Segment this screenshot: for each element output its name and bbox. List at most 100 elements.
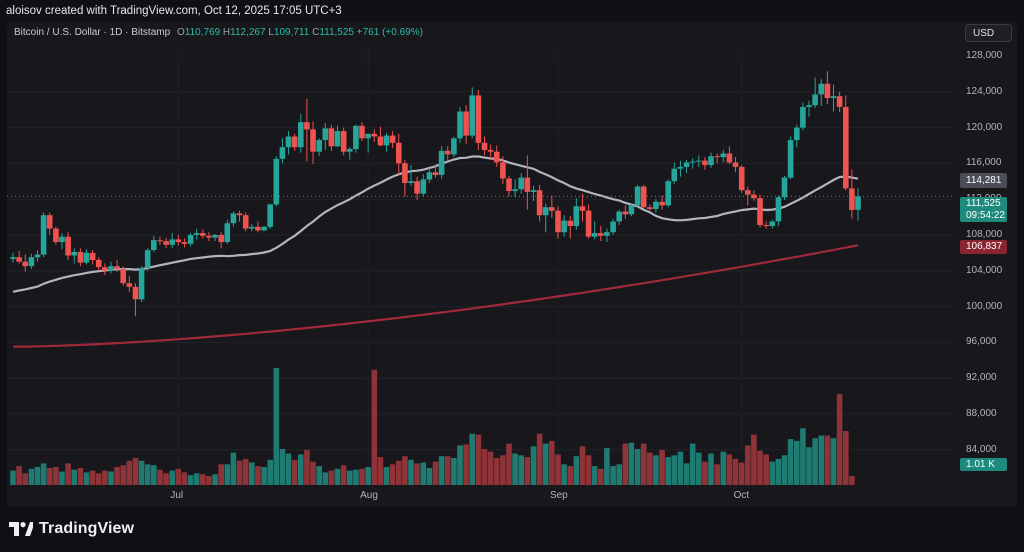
candle-body bbox=[628, 205, 635, 215]
candle-body bbox=[506, 178, 512, 191]
candle-body bbox=[622, 211, 629, 215]
volume-bar bbox=[487, 451, 494, 485]
volume-bar bbox=[22, 473, 28, 485]
candle-body bbox=[787, 140, 794, 178]
volume-bar bbox=[640, 443, 647, 485]
candle-body bbox=[573, 206, 580, 226]
volume-bar bbox=[389, 464, 396, 485]
volume-bar bbox=[340, 465, 347, 485]
volume-bar bbox=[604, 448, 610, 485]
chart-panel[interactable] bbox=[7, 22, 1017, 507]
volume-bar bbox=[634, 449, 641, 485]
volume-bar bbox=[524, 457, 531, 485]
high-value: 112,267 bbox=[230, 27, 266, 38]
candle-body bbox=[218, 234, 224, 243]
candle-body bbox=[236, 213, 243, 216]
candle-body bbox=[108, 266, 114, 271]
volume-bar bbox=[500, 455, 506, 485]
candle-body bbox=[383, 135, 390, 146]
volume-bar bbox=[555, 454, 561, 485]
volume-bar bbox=[481, 449, 488, 485]
volume-bar bbox=[279, 449, 286, 485]
candle-body bbox=[457, 111, 463, 139]
candle-body bbox=[720, 153, 727, 158]
volume-bar bbox=[549, 440, 555, 485]
symbol-name[interactable]: Bitcoin / U.S. Dollar · 1D · Bitstamp bbox=[14, 27, 171, 38]
volume-bar bbox=[653, 455, 659, 485]
close-value: 111,525 bbox=[319, 27, 354, 38]
volume-bar bbox=[169, 470, 175, 485]
volume-bar bbox=[249, 462, 255, 485]
tradingview-brand[interactable]: TradingView bbox=[9, 519, 134, 539]
volume-bar bbox=[720, 451, 727, 485]
candle-body bbox=[53, 228, 59, 242]
change-value: +761 (+0.69%) bbox=[356, 27, 423, 38]
candle-body bbox=[224, 223, 231, 243]
candle-body bbox=[285, 136, 292, 148]
candle-body bbox=[169, 239, 175, 245]
candle-body bbox=[83, 252, 90, 263]
volume-bar bbox=[126, 460, 133, 485]
volume-bar bbox=[77, 467, 84, 485]
volume-bar bbox=[794, 440, 800, 485]
attribution-header: aloisov created with TradingView.com, Oc… bbox=[6, 5, 342, 17]
candle-body bbox=[120, 268, 126, 284]
volume-bar bbox=[414, 463, 420, 485]
candle-body bbox=[610, 221, 616, 233]
volume-bar bbox=[316, 466, 322, 485]
candle-body bbox=[757, 198, 763, 225]
volume-bar bbox=[616, 464, 622, 485]
volume-bar bbox=[463, 444, 469, 485]
candle-body bbox=[745, 190, 751, 195]
volume-bar bbox=[144, 464, 151, 485]
volume-bar bbox=[591, 466, 598, 485]
time-axis-label: Jul bbox=[170, 490, 184, 501]
candle-body bbox=[598, 233, 604, 236]
volume-bar bbox=[408, 459, 414, 485]
candle-body bbox=[555, 210, 561, 233]
candle-body bbox=[291, 136, 298, 148]
candle-body bbox=[708, 156, 714, 166]
volume-bar bbox=[598, 468, 604, 485]
candle-body bbox=[487, 149, 494, 152]
candle-body bbox=[542, 207, 549, 216]
volume-bar bbox=[787, 439, 794, 485]
candle-body bbox=[353, 125, 359, 150]
volume-bar bbox=[628, 442, 635, 485]
candle-body bbox=[585, 210, 592, 237]
volume-bar bbox=[567, 466, 573, 485]
volume-bar bbox=[677, 451, 684, 485]
volume-bar bbox=[824, 435, 831, 485]
volume-bar bbox=[377, 457, 384, 485]
candle-body bbox=[481, 142, 488, 150]
volume-bar bbox=[745, 445, 751, 485]
candle-body bbox=[616, 211, 622, 222]
candle-body bbox=[726, 153, 733, 163]
volume-bar bbox=[493, 458, 500, 485]
candle-body bbox=[304, 122, 310, 130]
candle-body bbox=[561, 220, 567, 233]
volume-bar bbox=[347, 470, 353, 485]
candle-body bbox=[500, 162, 506, 179]
candle-body bbox=[751, 194, 757, 199]
candle-body bbox=[824, 83, 831, 98]
currency-button[interactable]: USD bbox=[965, 24, 1012, 42]
candle-body bbox=[463, 111, 469, 136]
candle-body bbox=[328, 128, 335, 147]
volume-bar bbox=[757, 450, 763, 485]
candle-body bbox=[193, 233, 200, 235]
price-axis-label: 84,000 bbox=[966, 443, 997, 455]
bar-countdown: 09:54:22 bbox=[966, 210, 1005, 221]
candle-body bbox=[34, 254, 41, 258]
volume-bar bbox=[812, 438, 818, 485]
volume-bar bbox=[218, 464, 224, 485]
last-price-value: 111,525 bbox=[966, 198, 1001, 209]
ma200-value-tag: 106,837 bbox=[960, 240, 1007, 254]
low-value: 109,711 bbox=[273, 27, 310, 38]
candle-body bbox=[567, 220, 573, 226]
price-axis-label: 128,000 bbox=[966, 50, 1003, 61]
price-axis-label: 100,000 bbox=[966, 300, 1003, 312]
volume-bar bbox=[291, 459, 298, 485]
